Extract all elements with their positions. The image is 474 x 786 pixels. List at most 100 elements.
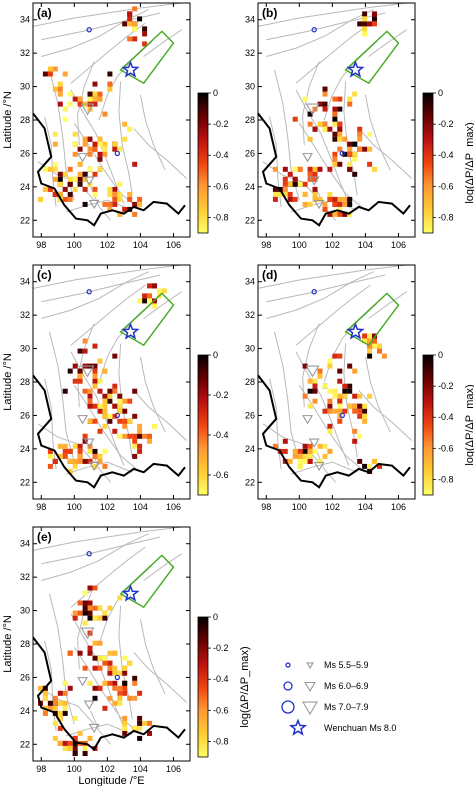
x-tick-label: 104 — [133, 502, 148, 512]
heatmap-cell — [317, 368, 323, 374]
panel-label: (b) — [262, 6, 277, 20]
heatmap-cell — [297, 448, 303, 454]
heatmap-cell — [347, 388, 353, 394]
heatmap-cell — [112, 201, 118, 207]
colorbar-tick-label: -0.6 — [213, 705, 229, 715]
heatmap-cell — [132, 388, 138, 394]
heatmap-cell — [297, 453, 303, 459]
heatmap-cell — [117, 690, 123, 696]
heatmap-cell — [47, 700, 53, 706]
heatmap-cell — [52, 695, 58, 701]
event-triangle — [88, 461, 100, 472]
heatmap-cell — [312, 171, 318, 177]
heatmap-cell — [302, 393, 308, 399]
heatmap-cell — [92, 615, 98, 621]
heatmap-cell — [307, 166, 313, 172]
heatmap-cell — [347, 363, 353, 369]
heatmap-cell — [82, 605, 88, 611]
panel-label: (a) — [37, 6, 52, 20]
event-triangle — [305, 365, 320, 378]
x-tick-label: 104 — [133, 240, 148, 250]
heatmap-cell — [372, 166, 377, 172]
earthquake-events — [302, 27, 345, 210]
event-triangle — [83, 700, 95, 710]
heatmap-cell — [52, 166, 58, 172]
heatmap-cell — [62, 196, 68, 202]
heatmap-cell — [122, 725, 128, 731]
heatmap-cell — [122, 665, 128, 671]
heatmap-cell — [302, 448, 308, 454]
legend-circle-symbol — [283, 681, 293, 691]
heatmap-cell — [347, 403, 353, 409]
x-tick-label: 106 — [391, 240, 406, 250]
heatmap-cell — [97, 685, 103, 691]
heatmap-cell — [362, 333, 368, 339]
heatmap-cell — [92, 343, 98, 349]
heatmap-cells — [272, 333, 387, 474]
heatmap-cell — [107, 398, 113, 404]
fault-line — [118, 81, 133, 196]
heatmap-cell — [352, 428, 358, 434]
heatmap-cell — [347, 196, 353, 202]
heatmap-cell — [332, 161, 338, 167]
heatmap-cell — [337, 201, 343, 207]
x-tick-label: 100 — [67, 502, 82, 512]
heatmap-cell — [332, 116, 338, 122]
fault-line — [37, 423, 95, 463]
heatmap-cell — [337, 408, 343, 414]
heatmap-cell — [137, 201, 143, 207]
heatmap-cell — [282, 176, 288, 182]
heatmap-cell — [337, 353, 343, 359]
panel-label: (e) — [37, 530, 52, 544]
heatmap-cell — [292, 448, 298, 454]
heatmap-cell — [112, 403, 118, 409]
heatmap-cell — [62, 106, 68, 112]
heatmap-cell — [87, 403, 93, 409]
x-tick-label: 102 — [325, 502, 340, 512]
earthquake-events — [302, 289, 345, 472]
colorbar-gradient — [422, 354, 434, 496]
heatmap-cell — [282, 438, 288, 444]
heatmap-cell — [137, 16, 143, 22]
heatmap-cell — [87, 151, 93, 157]
heatmap-cell — [72, 378, 78, 384]
heatmap-cell — [67, 91, 73, 97]
heatmap-cell — [302, 453, 308, 459]
event-circle — [114, 674, 120, 681]
event-circle — [86, 289, 92, 295]
heatmap-cell — [87, 146, 93, 152]
colorbar-tick-label: -0.8 — [213, 212, 229, 222]
fault-line — [295, 89, 350, 204]
heatmap-cell — [332, 388, 338, 394]
heatmap-cell — [82, 171, 88, 177]
fault-line — [70, 284, 146, 346]
heatmap-cell — [112, 141, 118, 147]
event-triangle — [308, 176, 320, 186]
heatmap-cell — [142, 433, 148, 439]
heatmap-cell — [337, 196, 343, 202]
heatmap-cell — [52, 705, 58, 711]
x-tick-label: 100 — [292, 240, 307, 250]
y-tick-label: 30 — [20, 82, 30, 92]
y-axis-label: Latitude /°N — [2, 615, 14, 673]
heatmap-cell — [82, 388, 88, 394]
heatmap-cell — [312, 196, 318, 202]
event-triangle — [80, 627, 95, 640]
heatmap-cell — [82, 610, 88, 616]
event-triangle — [88, 723, 100, 734]
legend-label: Ms 5.5–5.9 — [324, 660, 369, 670]
heatmap-cell — [47, 66, 53, 72]
colorbar-tick-label: 0 — [213, 350, 218, 360]
heatmap-cell — [147, 730, 152, 736]
heatmap-cell — [381, 353, 387, 359]
heatmap-cell — [112, 388, 118, 394]
heatmap-cell — [62, 700, 68, 706]
heatmap-cell — [72, 141, 78, 147]
heatmap-cell — [102, 393, 108, 399]
axis-ticks: 98 100 102 104 106 22 24 26 28 30 32 34 — [20, 527, 190, 774]
fault-line — [358, 128, 413, 179]
heatmap-cell — [347, 151, 353, 157]
national-border — [258, 112, 411, 227]
heatmap-cell — [362, 408, 368, 414]
